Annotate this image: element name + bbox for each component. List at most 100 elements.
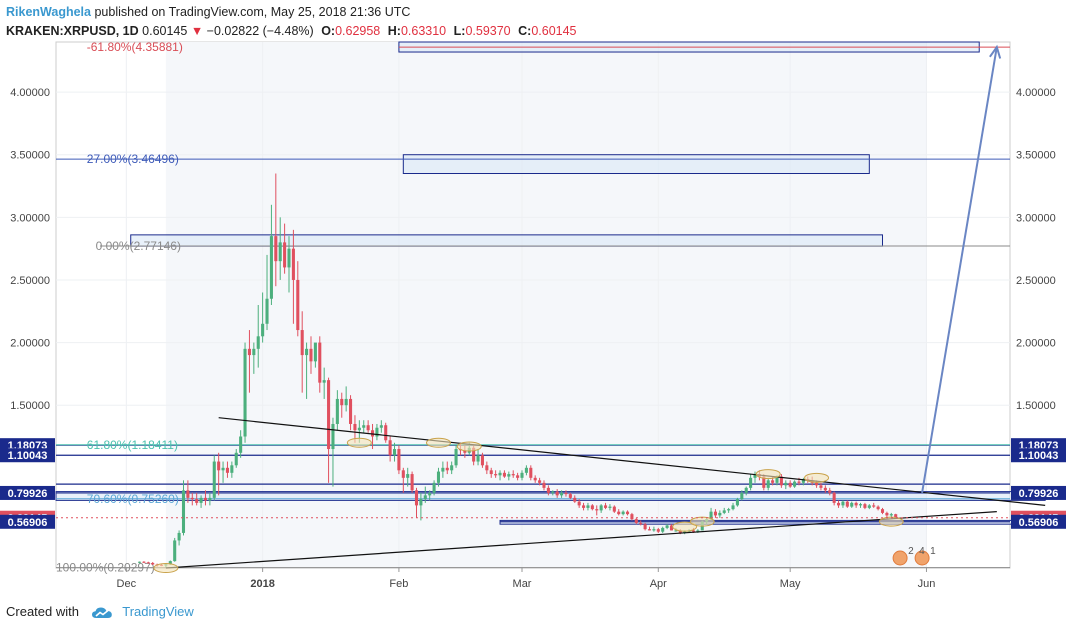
candle-body bbox=[401, 470, 405, 478]
candle bbox=[560, 490, 564, 498]
candle bbox=[318, 336, 322, 393]
candle-body bbox=[582, 505, 586, 508]
candle-body bbox=[524, 467, 528, 473]
candle-body bbox=[485, 465, 489, 471]
candle bbox=[793, 480, 797, 488]
candle bbox=[388, 436, 392, 462]
candle-body bbox=[199, 497, 203, 503]
candle-body bbox=[291, 248, 295, 280]
fib-level-label: 0.00%(2.77146) bbox=[96, 239, 181, 253]
candle bbox=[261, 292, 265, 343]
candle bbox=[753, 471, 757, 483]
candle bbox=[137, 561, 142, 564]
candle-body bbox=[647, 529, 652, 531]
y-tick-label-right: 4.00000 bbox=[1016, 87, 1056, 99]
candle bbox=[740, 490, 744, 501]
candle bbox=[516, 472, 520, 481]
candle-body bbox=[441, 467, 445, 472]
candle bbox=[595, 505, 599, 516]
candle bbox=[225, 461, 229, 478]
candle-body bbox=[489, 470, 493, 475]
candle bbox=[608, 504, 612, 511]
candle bbox=[524, 465, 528, 476]
candle bbox=[217, 452, 221, 496]
candle bbox=[142, 561, 146, 563]
candle bbox=[656, 527, 660, 533]
candle bbox=[577, 499, 581, 508]
trend-line bbox=[165, 511, 997, 569]
candle-body bbox=[256, 336, 260, 349]
x-tick-label: Mar bbox=[513, 578, 532, 590]
author-name[interactable]: RikenWaghela bbox=[6, 5, 91, 19]
candle bbox=[863, 502, 867, 510]
candle-body bbox=[832, 492, 836, 503]
candle-body bbox=[722, 510, 726, 513]
candle-body bbox=[221, 467, 225, 471]
candle bbox=[331, 417, 335, 487]
candle bbox=[291, 229, 295, 324]
candle-body bbox=[410, 474, 414, 491]
candle-body bbox=[278, 242, 282, 262]
y-tick-label-right: 3.00000 bbox=[1016, 212, 1056, 224]
projection-arrow bbox=[921, 46, 998, 494]
candle bbox=[625, 510, 630, 516]
candle bbox=[837, 500, 841, 508]
ellipse-drawing bbox=[755, 469, 781, 480]
candle-body bbox=[287, 248, 291, 268]
candle-body bbox=[867, 505, 871, 508]
candle bbox=[177, 530, 181, 546]
candle bbox=[568, 492, 572, 500]
y-tick-label-left: 3.00000 bbox=[10, 212, 50, 224]
x-tick-label: Dec bbox=[117, 578, 137, 590]
candle bbox=[410, 471, 414, 493]
y-tick-label-left: 4.00000 bbox=[10, 87, 50, 99]
candle-body bbox=[151, 562, 155, 565]
candle bbox=[181, 480, 186, 536]
candle-body bbox=[445, 467, 449, 471]
candle-body bbox=[749, 477, 753, 488]
candle bbox=[621, 510, 625, 516]
candle-body bbox=[463, 450, 467, 453]
candle bbox=[722, 507, 726, 515]
candle-body bbox=[212, 461, 216, 498]
candle-body bbox=[630, 514, 634, 520]
candle bbox=[858, 502, 863, 508]
rectangle-drawing bbox=[402, 154, 870, 174]
low-value: 0.59370 bbox=[465, 24, 511, 38]
candle bbox=[243, 342, 247, 443]
candle-body bbox=[507, 474, 511, 477]
event-count-badge: 4 bbox=[919, 546, 925, 557]
candle bbox=[305, 342, 309, 399]
candle-body bbox=[661, 527, 665, 532]
candle bbox=[274, 173, 278, 287]
tradingview-brand[interactable]: TradingView bbox=[122, 604, 194, 619]
candle bbox=[498, 470, 502, 481]
event-count-badge: 2 bbox=[908, 546, 914, 557]
y-tick-label-right: 3.50000 bbox=[1016, 150, 1056, 162]
candle bbox=[828, 487, 832, 496]
candle bbox=[538, 477, 542, 486]
candle-body bbox=[190, 497, 194, 500]
y-tick-label-left: 2.50000 bbox=[10, 275, 50, 287]
y-tick-label-right: 2.00000 bbox=[1016, 338, 1056, 350]
candle bbox=[296, 261, 300, 337]
candle bbox=[529, 465, 533, 481]
candle bbox=[832, 491, 836, 506]
candle bbox=[239, 430, 243, 458]
candle-body bbox=[533, 477, 537, 481]
candle-body bbox=[735, 499, 739, 506]
candle-body bbox=[656, 529, 660, 532]
candle bbox=[713, 509, 717, 518]
candle-body bbox=[850, 502, 854, 507]
candle-body bbox=[854, 502, 858, 506]
candle-body bbox=[669, 525, 674, 531]
candle-body bbox=[744, 487, 748, 493]
candle-body bbox=[269, 236, 273, 299]
candle bbox=[392, 442, 397, 462]
candle bbox=[362, 420, 366, 433]
candle bbox=[564, 490, 568, 497]
price-label-left: 0.56906 bbox=[8, 517, 48, 529]
candlestick-chart[interactable]: 1.50000 1.50000 2.00000 2.00000 2.50000 2.500… bbox=[0, 0, 1069, 600]
candle bbox=[423, 486, 427, 503]
candle-body bbox=[841, 501, 845, 506]
